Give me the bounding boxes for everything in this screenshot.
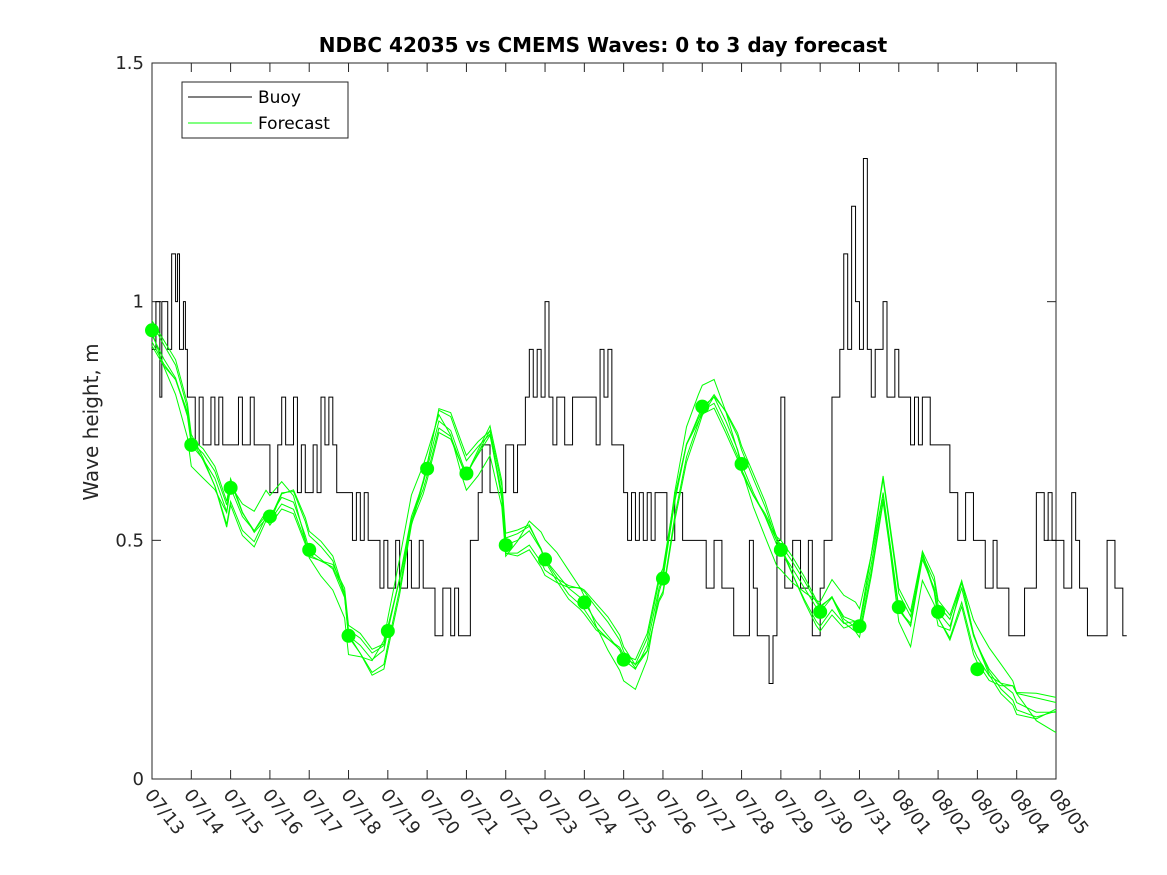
forecast-marker	[616, 652, 631, 667]
y-tick-labels: 0 0.5 1 1.5	[115, 53, 144, 790]
forecast-markers	[145, 323, 985, 677]
forecast-marker	[891, 600, 906, 615]
y-tick-label: 1	[133, 292, 144, 313]
chart-title: NDBC 42035 vs CMEMS Waves: 0 to 3 day fo…	[319, 33, 888, 57]
forecast-marker	[734, 456, 749, 471]
forecast-marker	[262, 509, 277, 524]
forecast-marker	[223, 480, 238, 495]
y-axis-label: Wave height, m	[79, 343, 103, 500]
forecast-marker	[813, 604, 828, 619]
legend-box	[181, 81, 349, 139]
forecast-marker	[655, 571, 670, 586]
forecast-marker	[773, 542, 788, 557]
y-tick-label: 0.5	[115, 530, 144, 551]
forecast-marker	[341, 628, 356, 643]
forecast-marker	[302, 542, 317, 557]
y-tick-label: 1.5	[115, 53, 144, 74]
forecast-marker	[970, 662, 985, 677]
y-tick-label: 0	[133, 769, 144, 790]
legend-label-forecast: Forecast	[258, 114, 330, 134]
forecast-marker	[459, 466, 474, 481]
forecast-marker	[498, 538, 513, 553]
legend-label-buoy: Buoy	[258, 88, 301, 108]
series-forecast-line	[151, 341, 1057, 718]
forecast-marker	[577, 595, 592, 610]
forecast-marker	[420, 461, 435, 476]
series-layer	[151, 157, 1127, 734]
axis-ticks	[151, 62, 1057, 780]
series-forecast-line	[151, 334, 1056, 713]
forecast-marker	[145, 323, 159, 338]
forecast-marker	[931, 604, 946, 619]
forecast-marker	[695, 399, 710, 414]
forecast-marker	[380, 624, 395, 639]
forecast-marker	[538, 552, 553, 567]
series-forecast-line	[151, 320, 1057, 698]
forecast-marker	[852, 619, 867, 634]
plot-area	[151, 62, 1057, 780]
series-buoy-line	[152, 157, 1127, 685]
forecast-marker	[184, 437, 199, 452]
series-forecast-line	[151, 322, 1057, 703]
legend: Buoy Forecast	[181, 81, 349, 139]
